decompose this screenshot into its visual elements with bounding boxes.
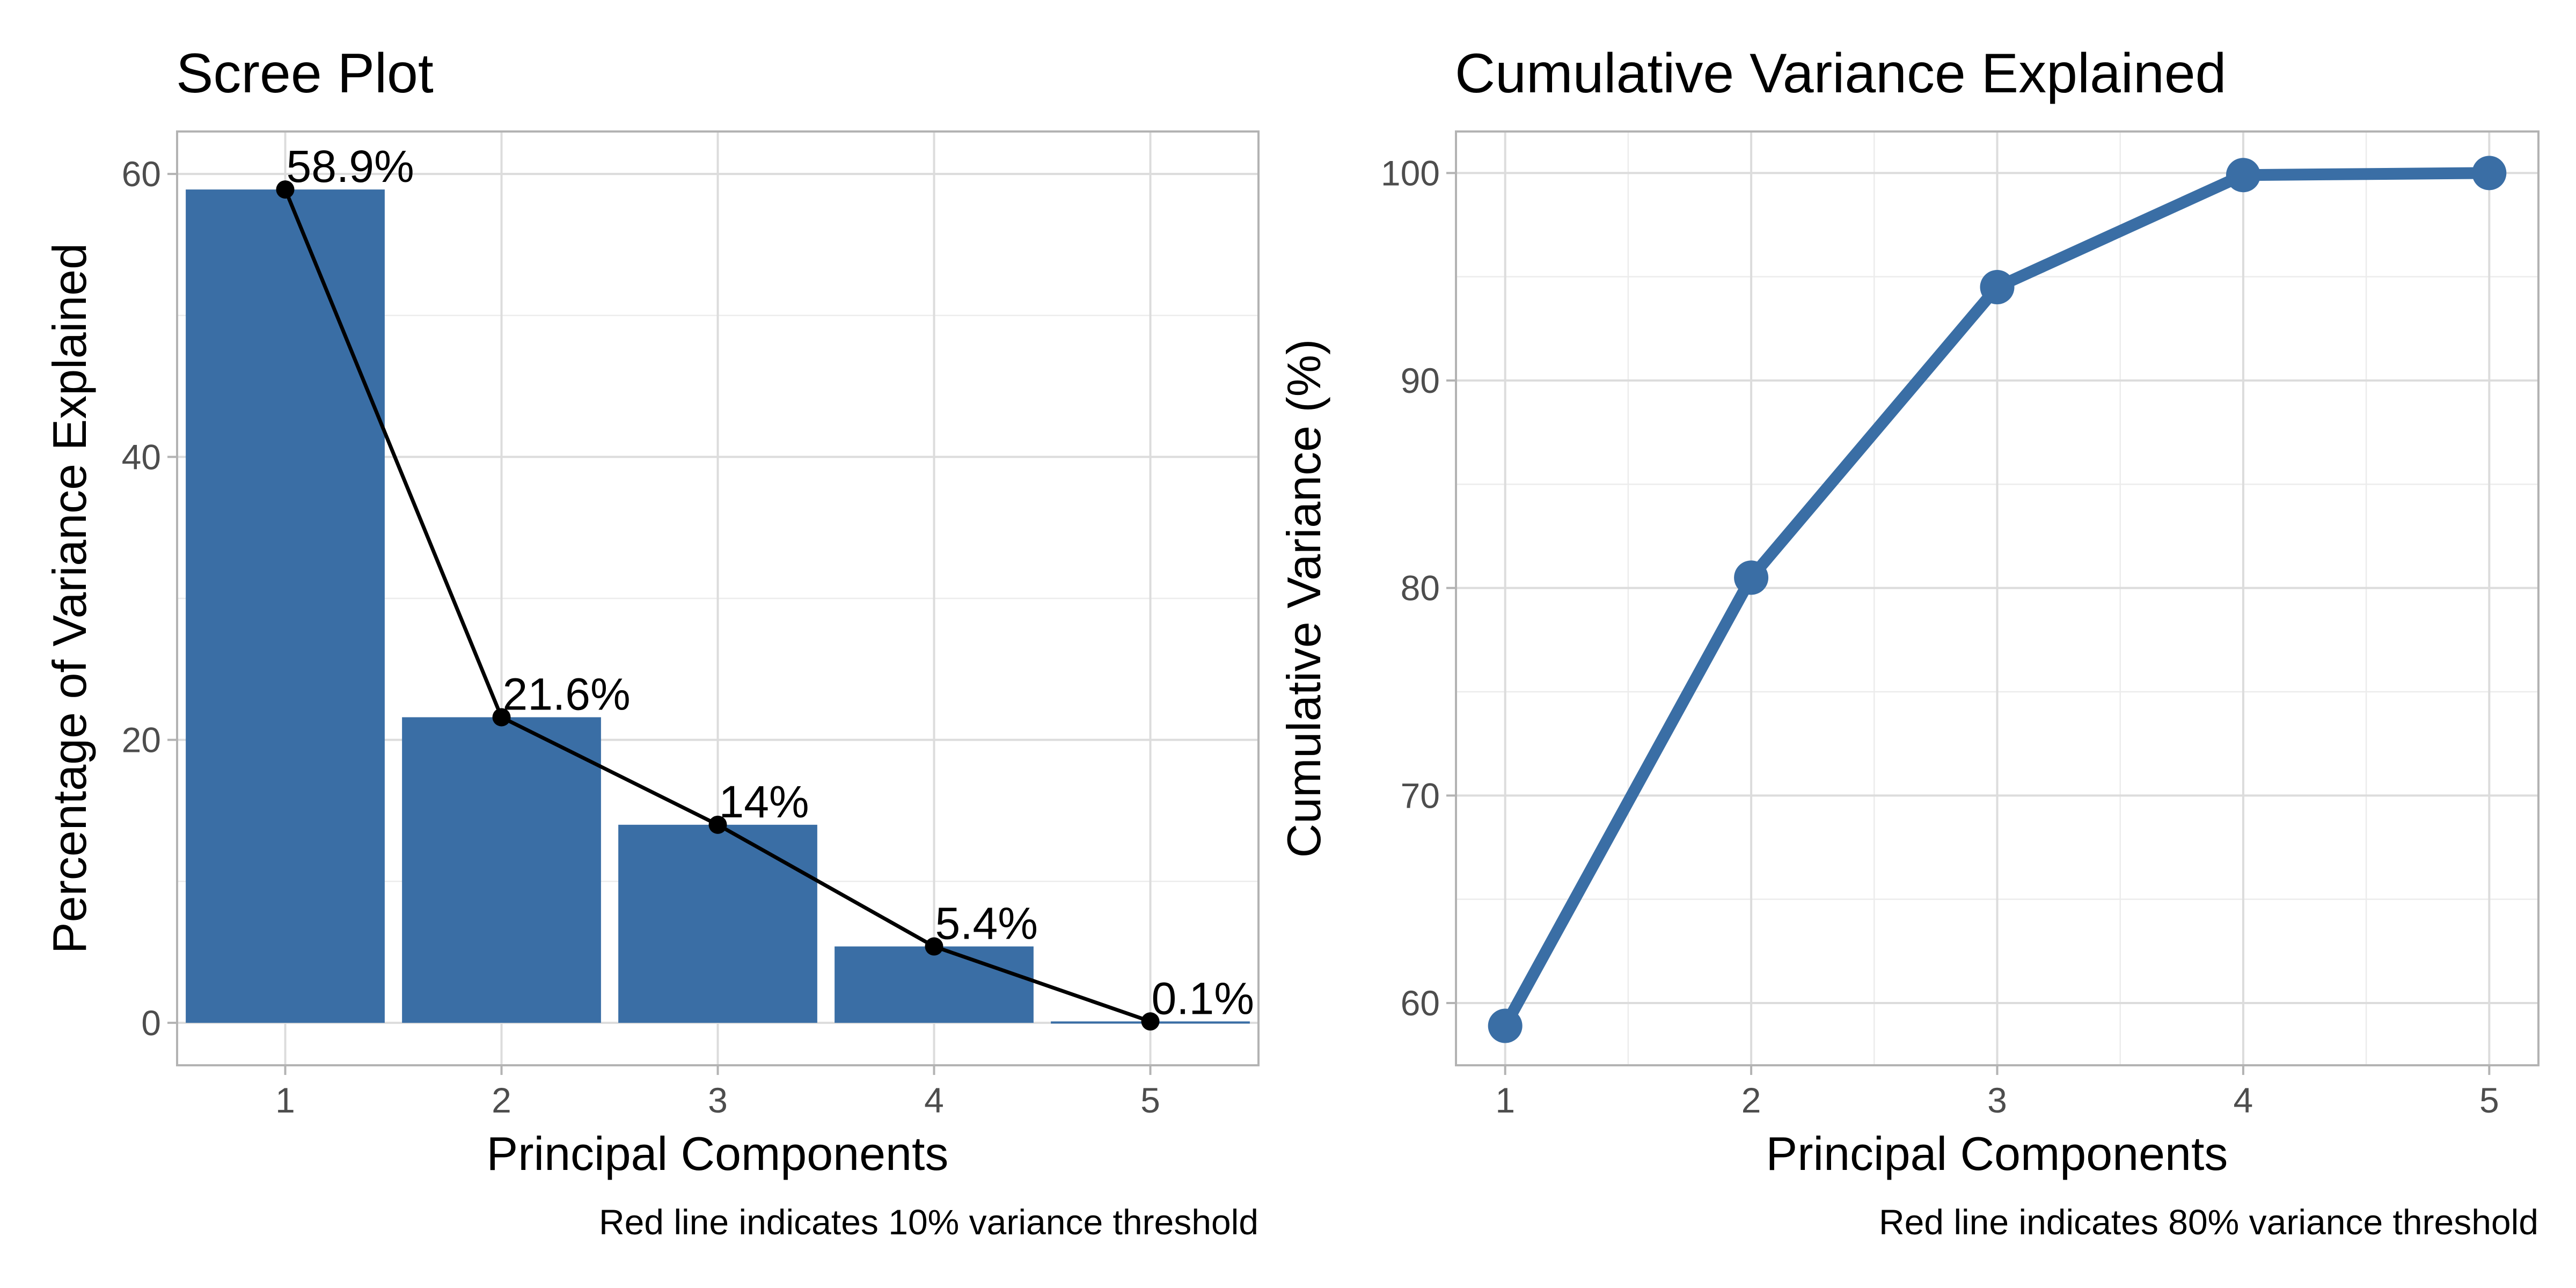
- scree-data-label: 21.6%: [503, 669, 631, 719]
- scree-caption: Red line indicates 10% variance threshol…: [599, 1202, 1258, 1242]
- cumulative-point: [2472, 156, 2507, 191]
- scree-bars: [186, 189, 1250, 1024]
- scree-data-label: 0.1%: [1152, 973, 1254, 1023]
- cumulative-x-ticks: 1 2 3 4 5: [1495, 1065, 2499, 1120]
- cumulative-caption: Red line indicates 80% variance threshol…: [1879, 1202, 2538, 1242]
- cumulative-x-tick-label: 3: [1987, 1080, 2007, 1120]
- scree-y-tick-label: 40: [122, 437, 161, 477]
- scree-x-tick-label: 1: [275, 1080, 295, 1120]
- scree-x-tick-label: 5: [1140, 1080, 1160, 1120]
- scree-y-tick-label: 20: [122, 720, 161, 760]
- cumulative-point: [1980, 270, 2015, 304]
- cumulative-y-tick-label: 80: [1401, 568, 1440, 608]
- cumulative-plot-panel: 1 2 3 4 5 60 70 80 90 100 Cumulative Variance Ex…: [1277, 42, 2540, 1242]
- cumulative-y-tick-label: 90: [1401, 361, 1440, 400]
- cumulative-x-axis-title: Principal Components: [1766, 1127, 2228, 1180]
- scree-x-tick-label: 4: [924, 1080, 944, 1120]
- scree-title: Scree Plot: [176, 42, 434, 105]
- scree-x-ticks: 1 2 3 4 5: [275, 1065, 1160, 1120]
- cumulative-title: Cumulative Variance Explained: [1455, 42, 2227, 105]
- cumulative-y-tick-label: 70: [1401, 775, 1440, 815]
- cumulative-y-axis-title: Cumulative Variance (%): [1277, 339, 1330, 858]
- cumulative-point: [1734, 560, 1769, 595]
- scree-x-tick-label: 3: [708, 1080, 728, 1120]
- scree-y-tick-label: 60: [122, 154, 161, 194]
- scree-bar: [618, 824, 817, 1023]
- cumulative-points: [1488, 156, 2507, 1043]
- scree-data-labels: 58.9% 21.6% 14% 5.4% 0.1%: [287, 141, 1254, 1023]
- scree-y-ticks: 0 20 40 60: [122, 154, 177, 1043]
- scree-data-label: 14%: [719, 777, 809, 827]
- scree-bar: [402, 717, 601, 1023]
- scree-plot-panel: 58.9% 21.6% 14% 5.4% 0.1% 1 2 3 4 5 0 20 40 60 Scre…: [43, 42, 1260, 1242]
- cumulative-point: [2226, 158, 2260, 193]
- scree-x-tick-label: 2: [492, 1080, 511, 1120]
- cumulative-y-tick-label: 60: [1401, 983, 1440, 1023]
- scree-y-axis-title: Percentage of Variance Explained: [43, 243, 96, 954]
- scree-data-label: 58.9%: [287, 141, 414, 192]
- scree-point: [276, 180, 295, 199]
- cumulative-x-tick-label: 4: [2234, 1080, 2253, 1120]
- scree-bar: [186, 189, 385, 1023]
- scree-bar: [835, 946, 1034, 1023]
- scree-point: [1141, 1012, 1160, 1031]
- cumulative-x-tick-label: 1: [1495, 1080, 1515, 1120]
- scree-y-tick-label: 0: [141, 1003, 161, 1043]
- cumulative-x-tick-label: 5: [2479, 1080, 2499, 1120]
- cumulative-y-tick-label: 100: [1381, 153, 1440, 193]
- scree-points: [276, 180, 1160, 1031]
- scree-point: [708, 815, 727, 834]
- cumulative-x-tick-label: 2: [1741, 1080, 1761, 1120]
- scree-data-label: 5.4%: [935, 898, 1038, 949]
- scree-x-axis-title: Principal Components: [487, 1127, 949, 1180]
- scree-point: [925, 937, 943, 956]
- cumulative-y-ticks: 60 70 80 90 100: [1381, 153, 1456, 1023]
- cumulative-point: [1488, 1008, 1523, 1043]
- scree-point: [492, 708, 511, 727]
